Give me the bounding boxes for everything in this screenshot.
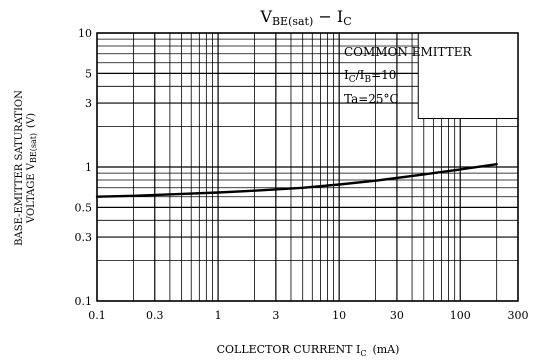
x-axis-label-main: COLLECTOR CURRENT I [217, 343, 361, 356]
x-axis-label-sub: C [360, 349, 366, 358]
x-tick-label: 300 [508, 309, 529, 322]
y-axis-label-line2-sub: BE(sat) [29, 133, 38, 163]
annotation-box [417, 32, 519, 120]
x-tick-label: 3 [272, 309, 279, 322]
title-rest-sub: C [343, 15, 351, 28]
curves [95, 162, 498, 198]
title-rest: − I [313, 7, 343, 26]
y-axis-label-line2-unit: (V) [26, 113, 37, 128]
y-tick-label: 3 [85, 97, 92, 110]
series-line [95, 162, 498, 198]
y-axis-label-line1: BASE-EMITTER SATURATION [14, 90, 25, 246]
title-sub: BE(sat) [272, 15, 313, 28]
x-tick-label: 1 [215, 309, 222, 322]
chart-title: VBE(sat) − IC [259, 7, 351, 28]
x-axis-label: COLLECTOR CURRENT IC (mA) [217, 343, 400, 358]
x-tick-label: 30 [390, 309, 404, 322]
x-tick-label: 0.1 [88, 309, 106, 322]
x-tick-label: 0.3 [146, 309, 164, 322]
y-tick-label: 0.3 [75, 231, 93, 244]
plot-frame [96, 32, 519, 302]
x-tick-label: 10 [332, 309, 346, 322]
y-tick-label: 1 [85, 161, 92, 174]
tick-labels: 0.1 0.3 1 3 10 30 100 300 0.1 0.3 0.5 1 3 5 10 [75, 27, 529, 322]
y-axis-label-line2: VOLTAGE V [26, 162, 37, 224]
y-tick-label: 5 [85, 67, 92, 80]
x-tick-label: 100 [450, 309, 471, 322]
y-tick-label: 10 [78, 27, 92, 40]
annotation-current-ratio: IC/IB=10 [344, 68, 396, 85]
title-main: V [259, 7, 272, 26]
x-axis-label-unit: (mA) [372, 343, 399, 356]
annotation-common-emitter: COMMON EMITTER [344, 45, 473, 59]
annotation-frame [417, 32, 519, 120]
y-axis-label: BASE-EMITTER SATURATION VOLTAGE VBE(sat)… [14, 90, 38, 246]
annotation-temperature: Ta=25°C [344, 92, 399, 106]
svg-text:VOLTAGE VBE(sat)(V): VOLTAGE VBE(sat) (V) [26, 113, 38, 224]
y-tick-label: 0.1 [75, 295, 93, 308]
y-tick-label: 0.5 [75, 201, 93, 214]
